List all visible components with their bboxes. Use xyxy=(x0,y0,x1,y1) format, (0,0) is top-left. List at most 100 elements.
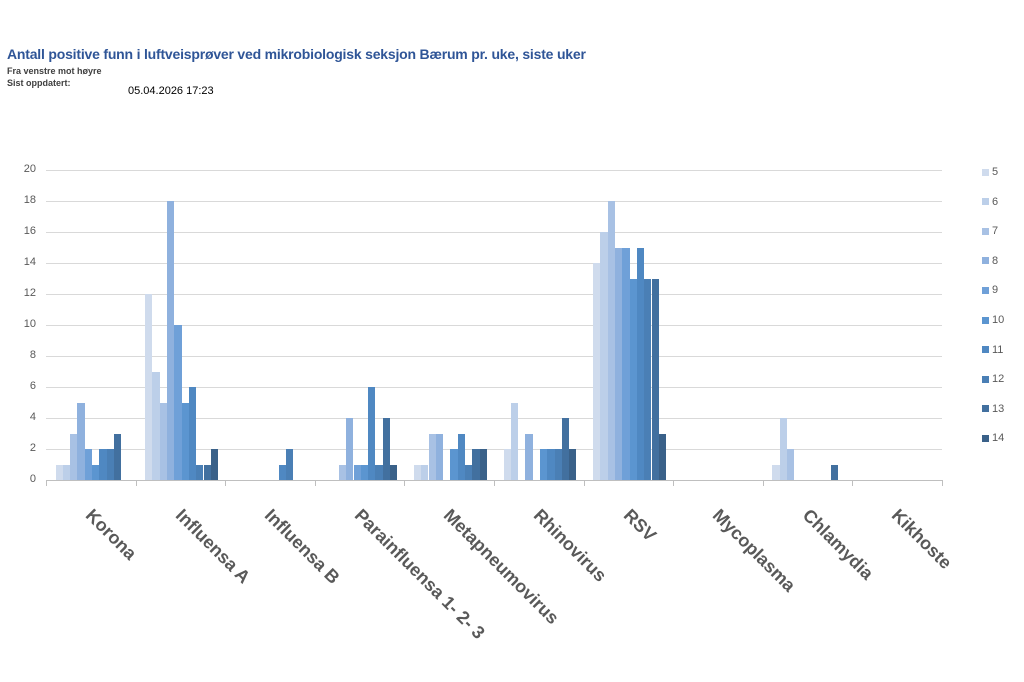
legend-item[interactable]: 10 xyxy=(982,314,1004,328)
legend-item[interactable]: 14 xyxy=(982,432,1004,446)
gridline xyxy=(46,387,942,388)
bar[interactable] xyxy=(786,449,795,480)
legend-item[interactable]: 5 xyxy=(982,166,998,180)
bar[interactable] xyxy=(779,418,787,480)
x-tick xyxy=(673,480,675,486)
bar[interactable] xyxy=(479,449,487,480)
bar[interactable] xyxy=(196,464,204,480)
bar[interactable] xyxy=(368,387,376,480)
bar[interactable] xyxy=(360,464,369,480)
bar[interactable] xyxy=(106,449,114,480)
legend-item[interactable]: 8 xyxy=(982,255,998,269)
bar[interactable] xyxy=(435,433,444,480)
bar[interactable] xyxy=(62,464,71,480)
x-tick xyxy=(404,480,406,486)
x-category-label: Influensa A xyxy=(171,505,254,588)
bar[interactable] xyxy=(644,278,652,480)
bar[interactable] xyxy=(561,418,570,480)
bar[interactable] xyxy=(346,418,354,480)
gridline xyxy=(46,170,942,171)
x-tick xyxy=(583,480,585,486)
bar[interactable] xyxy=(525,433,533,480)
bar[interactable] xyxy=(92,464,100,480)
legend-label: 9 xyxy=(992,284,999,297)
gridline xyxy=(46,232,942,233)
updated-label: Sist oppdatert: xyxy=(7,78,71,88)
chart-subtitle: Fra venstre mot høyre xyxy=(7,66,102,76)
bar[interactable] xyxy=(159,402,167,480)
bar[interactable] xyxy=(830,464,838,480)
bar[interactable] xyxy=(651,278,659,480)
bar[interactable] xyxy=(636,247,645,480)
legend-label: 14 xyxy=(992,432,1005,445)
legend-item[interactable]: 12 xyxy=(982,373,1004,387)
x-tick xyxy=(314,480,316,486)
y-tick-label: 12 xyxy=(23,287,36,299)
bar[interactable] xyxy=(382,418,390,480)
bar[interactable] xyxy=(84,449,92,480)
bar[interactable] xyxy=(772,464,780,480)
bar[interactable] xyxy=(472,449,480,480)
bar[interactable] xyxy=(428,433,436,480)
bar[interactable] xyxy=(152,371,160,480)
bar[interactable] xyxy=(55,464,63,480)
bar[interactable] xyxy=(600,232,608,480)
bar[interactable] xyxy=(203,464,211,480)
legend-item[interactable]: 6 xyxy=(982,196,998,210)
bar[interactable] xyxy=(181,402,189,480)
legend-item[interactable]: 9 xyxy=(982,284,998,298)
bar[interactable] xyxy=(99,449,107,480)
legend-item[interactable]: 7 xyxy=(982,225,998,239)
x-category-label: Chlamydia xyxy=(798,505,878,584)
bar[interactable] xyxy=(174,325,182,480)
legend-item[interactable]: 13 xyxy=(982,403,1004,417)
bar[interactable] xyxy=(547,449,555,480)
bar[interactable] xyxy=(593,263,601,480)
bar[interactable] xyxy=(615,247,623,480)
bar[interactable] xyxy=(353,464,361,480)
bar[interactable] xyxy=(540,449,548,480)
legend-swatch xyxy=(982,168,989,176)
bar[interactable] xyxy=(338,464,347,480)
bar[interactable] xyxy=(658,433,667,480)
chart-title: Antall positive funn i luftveisprøver ve… xyxy=(7,46,586,62)
bar[interactable] xyxy=(622,247,630,480)
bar[interactable] xyxy=(375,464,383,480)
legend-swatch xyxy=(982,405,989,413)
bar[interactable] xyxy=(210,449,219,480)
bar[interactable] xyxy=(278,464,286,480)
bar[interactable] xyxy=(607,201,615,480)
bar[interactable] xyxy=(554,449,562,480)
bar[interactable] xyxy=(390,464,398,480)
bar[interactable] xyxy=(113,433,122,480)
bar[interactable] xyxy=(70,433,78,480)
x-tick xyxy=(135,480,137,486)
legend-swatch xyxy=(982,346,989,354)
y-tick-label: 8 xyxy=(29,349,36,361)
x-tick xyxy=(225,480,227,486)
bar[interactable] xyxy=(569,449,577,480)
x-category-label: RSV xyxy=(619,505,660,546)
legend-swatch xyxy=(982,257,989,265)
y-tick-label: 0 xyxy=(29,473,36,485)
bar[interactable] xyxy=(503,449,511,480)
bar[interactable] xyxy=(285,449,294,480)
bar[interactable] xyxy=(510,402,519,480)
x-tick xyxy=(494,480,495,486)
bar[interactable] xyxy=(145,294,153,480)
bar[interactable] xyxy=(413,464,422,480)
legend-item[interactable]: 11 xyxy=(982,344,1003,358)
bar[interactable] xyxy=(77,402,85,480)
y-tick-label: 6 xyxy=(29,380,36,392)
plot-area: 0 2 4 6 8 10 12 14 16 18 20 xyxy=(24,163,943,486)
bar[interactable] xyxy=(465,464,473,480)
legend-swatch xyxy=(982,375,989,383)
bar[interactable] xyxy=(450,449,458,480)
bar[interactable] xyxy=(421,464,429,480)
legend-swatch xyxy=(982,286,989,294)
bar[interactable] xyxy=(167,201,175,480)
bar[interactable] xyxy=(629,278,637,480)
legend-swatch xyxy=(982,227,989,235)
bar[interactable] xyxy=(188,387,197,480)
bar[interactable] xyxy=(457,433,465,480)
